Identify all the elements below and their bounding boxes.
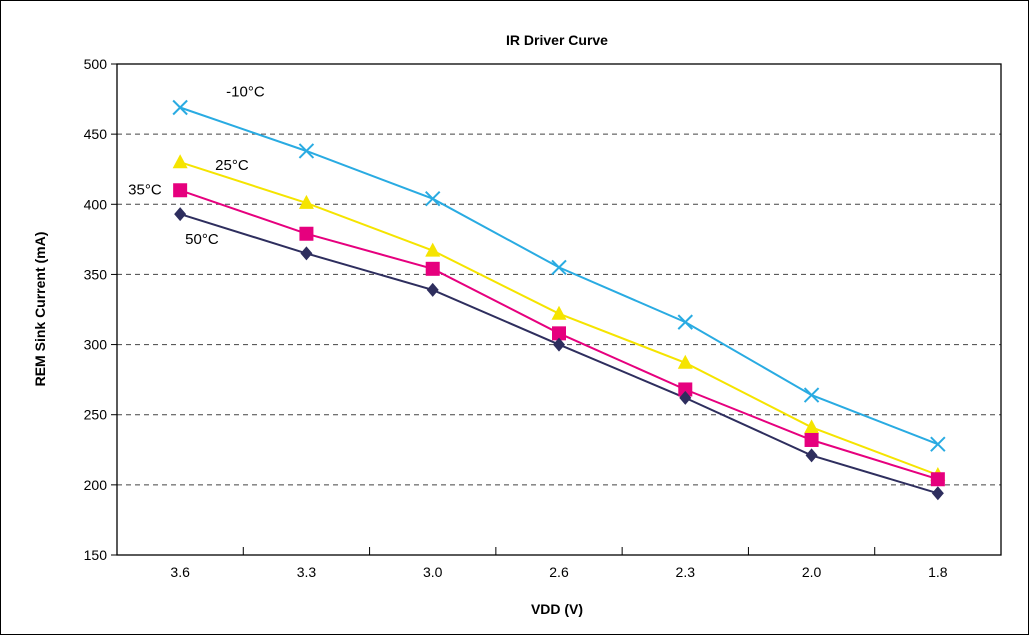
x-tick-label-6: 1.8 <box>928 564 948 580</box>
series-label-1: 25°C <box>215 157 249 174</box>
x-tick-label-5: 2.0 <box>802 564 822 580</box>
series-3-point-6 <box>931 486 944 501</box>
y-axis-title: REM Sink Current (mA) <box>32 232 48 387</box>
series-label-3: 50°C <box>185 231 219 248</box>
series-2-point-4 <box>678 382 693 397</box>
series-2-point-0 <box>173 183 188 198</box>
series-0-point-3 <box>551 259 567 276</box>
series-markers <box>172 99 946 501</box>
series-1-point-3 <box>551 305 567 320</box>
series-0-point-1 <box>298 143 315 159</box>
series-3-point-2 <box>426 282 439 297</box>
x-tick-label-0: 3.6 <box>170 564 190 580</box>
series-1-point-2 <box>425 242 441 257</box>
y-tick-label-6: 450 <box>84 126 108 142</box>
y-axis-ticks: 150 200 250 300 350 400 450 500 <box>84 56 117 563</box>
series-2-point-1 <box>299 226 314 241</box>
y-tick-label-5: 400 <box>84 196 108 212</box>
series-3-point-3 <box>553 337 565 352</box>
x-tick-label-3: 2.6 <box>549 564 569 580</box>
series-1-point-4 <box>677 354 693 369</box>
y-tick-label-2: 250 <box>84 407 108 423</box>
series-3-point-0 <box>174 207 187 222</box>
series-label-2: 35°C <box>128 181 162 198</box>
y-tick-label-1: 200 <box>84 477 108 493</box>
plot-area <box>116 63 1002 556</box>
series-3-point-5 <box>805 448 818 463</box>
series-1-point-0 <box>172 154 188 169</box>
y-tick-label-4: 350 <box>84 266 108 282</box>
series-3-point-1 <box>300 246 313 261</box>
chart-title: IR Driver Curve <box>506 32 608 48</box>
series-line-3 <box>179 213 939 495</box>
y-tick-label-0: 150 <box>84 547 108 563</box>
series-0-point-4 <box>677 314 693 330</box>
series-0-point-6 <box>930 436 946 452</box>
series-label-0: -10°C <box>226 83 265 100</box>
series-1-point-1 <box>298 194 314 209</box>
x-axis-ticks: 3.6 3.3 3.0 2.6 2.3 2.0 1.8 <box>170 547 948 580</box>
series-3-point-4 <box>679 390 692 405</box>
series-labels: -10°C 25°C 35°C 50°C <box>128 83 265 248</box>
series-2-point-3 <box>552 326 566 341</box>
x-tick-label-1: 3.3 <box>297 564 317 580</box>
x-tick-label-4: 2.3 <box>676 564 696 580</box>
series-1-point-5 <box>804 419 820 434</box>
x-axis-title: VDD (V) <box>531 601 583 617</box>
series-0-point-5 <box>803 387 820 403</box>
y-tick-label-3: 300 <box>84 337 108 353</box>
series-0-point-2 <box>425 190 441 207</box>
series-2-point-2 <box>425 261 440 276</box>
series-lines <box>179 106 939 495</box>
x-tick-label-2: 3.0 <box>423 564 443 580</box>
series-line-0 <box>179 106 939 446</box>
series-2-point-5 <box>804 432 819 447</box>
series-2-point-6 <box>930 472 945 487</box>
series-0-point-0 <box>172 99 188 116</box>
y-tick-label-7: 500 <box>84 56 108 72</box>
